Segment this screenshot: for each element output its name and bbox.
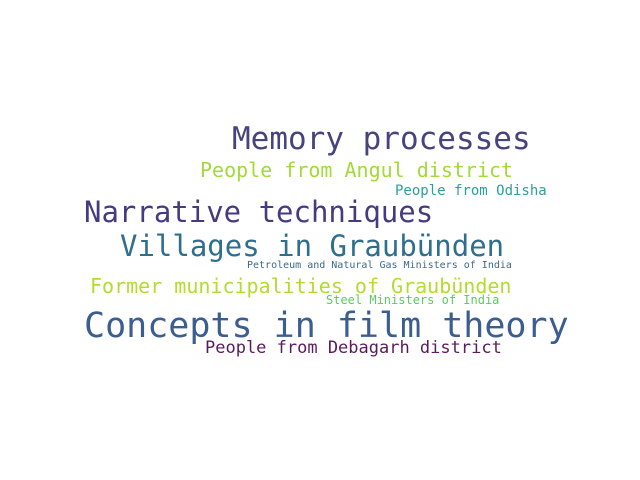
word-villages-in-graubunden: Villages in Graubünden [120, 229, 505, 263]
word-concepts-in-film-theory: Concepts in film theory [84, 306, 569, 346]
word-people-from-odisha: People from Odisha [395, 183, 547, 199]
word-people-from-angul-district: People from Angul district [200, 158, 514, 182]
word-narrative-techniques: Narrative techniques [84, 195, 434, 229]
word-former-municipalities: Former municipalities of Graubünden [90, 274, 512, 298]
word-steel-ministers: Steel Ministers of India [326, 293, 500, 307]
word-petroleum-ministers: Petroleum and Natural Gas Ministers of I… [247, 260, 512, 271]
word-people-from-debagarh-district: People from Debagarh district [205, 338, 502, 358]
word-memory-processes: Memory processes [232, 121, 531, 157]
